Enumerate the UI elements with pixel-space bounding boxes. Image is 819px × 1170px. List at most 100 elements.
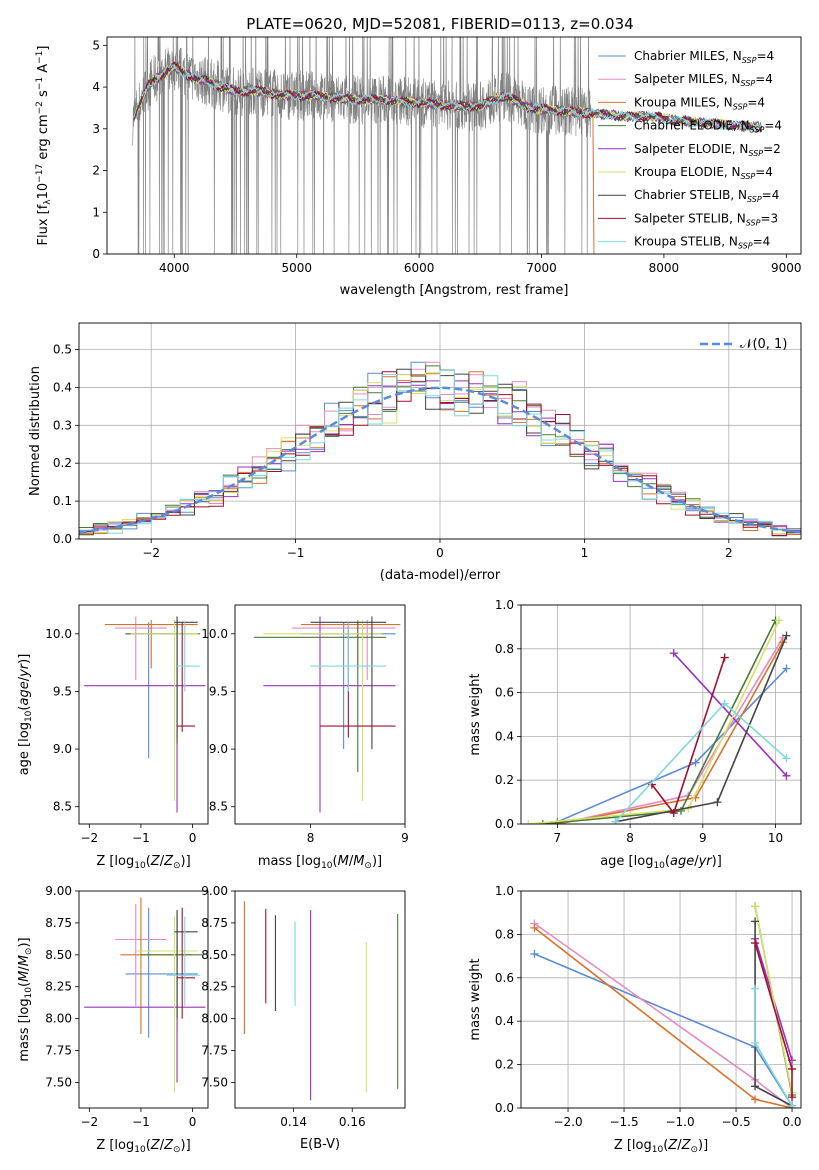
y-tick-label: 8.25 <box>45 980 72 994</box>
plot-area <box>84 616 206 813</box>
series-kroupa-elodie <box>754 906 793 1093</box>
axes-frame <box>106 36 802 255</box>
x-tick-label: 0 <box>436 546 444 560</box>
x-tick-label: 9 <box>401 831 409 845</box>
legend-entry: Salpeter MILES, NSSP=4 <box>634 72 773 88</box>
point-marker <box>538 820 547 824</box>
y-tick-label: 1.0 <box>495 598 514 612</box>
x-tick-label: −2 <box>80 831 98 845</box>
label-part: 10 <box>134 1145 146 1155</box>
point-marker <box>524 820 533 824</box>
label-part: 10 <box>24 987 34 999</box>
label-part: −17 <box>35 164 45 183</box>
x-tick-label: 0.16 <box>339 1115 366 1129</box>
age-vs-z-panel: −2 −1 08.59.09.510.0Z [log10(Z/Z⊙)]age [lo… <box>17 604 209 871</box>
legend-count: =4 <box>755 165 773 179</box>
legend-entry: 𝒩(0, 1) <box>740 337 787 352</box>
legend-name: Chabrier STELIB, N <box>634 188 747 202</box>
label-part: / <box>694 854 699 869</box>
label-part: )] <box>712 854 722 869</box>
x-tick-label: 9000 <box>771 261 802 275</box>
legend-sub: SSP <box>742 56 757 65</box>
y-tick-label: 9.0 <box>53 742 72 756</box>
x-axis-label: wavelength [Angstrom, rest frame] <box>340 283 569 298</box>
legend-name: Salpeter ELODIE, N <box>634 142 748 156</box>
y-tick-label: 7.75 <box>45 1044 72 1058</box>
x-tick-label: 0.14 <box>280 1115 307 1129</box>
mass-vs-z-panel: −2 −1 07.507.758.008.258.508.759.00Z [log1… <box>17 884 209 1155</box>
legend-count: =4 <box>762 188 780 202</box>
y-tick-label: 9.00 <box>201 884 228 898</box>
x-tick-label: −1.5 <box>609 1115 638 1129</box>
hist-chabrier-elodie <box>79 365 801 533</box>
label-part: mass [log <box>17 998 32 1061</box>
label-part: ( <box>146 1138 151 1153</box>
label-part: 10 <box>24 710 34 722</box>
label-part: ⊙ <box>173 1145 181 1155</box>
y-tick-label: 0.4 <box>53 380 72 394</box>
x-axis-label: Z [log10(Z/Z⊙)] <box>96 1138 190 1155</box>
y-tick-label: 0.4 <box>495 729 514 743</box>
series-kroupa-elodie <box>528 619 780 824</box>
label-part: erg cm <box>36 114 51 163</box>
legend-sub: SSP <box>741 172 756 181</box>
point-marker <box>669 649 678 658</box>
x-tick-label: −1.0 <box>665 1115 694 1129</box>
x-tick-label: 10 <box>768 831 783 845</box>
series-chabrier-miles <box>534 953 793 1107</box>
x-tick-label: 6000 <box>404 261 435 275</box>
y-tick-label: 9.0 <box>209 742 228 756</box>
plot-area <box>253 616 401 813</box>
series-salpeter-stelib <box>651 657 726 815</box>
point-marker <box>751 939 760 948</box>
y-tick-label: 9.5 <box>53 684 72 698</box>
axes-frame <box>78 890 209 1109</box>
y-tick-label: 1.0 <box>495 884 514 898</box>
label-part: age <box>17 681 32 705</box>
series-chabrier-stelib <box>754 921 793 1107</box>
x-axis-label: Z [log10(Z/Z⊙)] <box>614 1138 708 1155</box>
legend-count: =4 <box>753 235 771 249</box>
label-part: Flux [f <box>36 204 51 245</box>
x-tick-label: −1 <box>287 546 305 560</box>
legend-entry: Kroupa ELODIE, NSSP=4 <box>634 165 773 181</box>
plot-area <box>524 616 791 824</box>
label-part: 10 <box>321 861 333 871</box>
axes-frame <box>78 604 209 825</box>
y-tick-label: 7.50 <box>45 1075 72 1089</box>
x-tick-label: 8 <box>626 831 634 845</box>
mass-weight-vs-z-panel: −2.0 −1.5 −1.0 −0.5 0.0 0.0 0.2 0.4 0.6 0.8 1.0 Z [… <box>468 884 802 1155</box>
x-tick-label: −2 <box>142 546 160 560</box>
y-tick-label: 9.5 <box>209 684 228 698</box>
y-tick-label: 0.4 <box>495 1014 514 1028</box>
x-axis-label: E(B-V) <box>300 1137 340 1152</box>
x-tick-label: 4000 <box>159 261 190 275</box>
point-marker <box>691 758 700 767</box>
label-part: λ <box>43 199 53 205</box>
x-axis-label: Z [log10(Z/Z⊙)] <box>96 854 190 871</box>
legend-sub: SSP <box>738 242 753 251</box>
legend-entry: Kroupa STELIB, NSSP=4 <box>634 235 770 251</box>
legend-count: =4 <box>747 95 765 109</box>
point-marker <box>782 754 791 763</box>
y-tick-label: 4 <box>92 80 100 94</box>
label-part: Z <box>163 1138 174 1153</box>
label-part: age <box>670 854 694 869</box>
y-tick-label: 0.2 <box>495 773 514 787</box>
legend-sub: SSP <box>747 195 762 204</box>
y-tick-label: 8.25 <box>201 980 228 994</box>
x-axis-label: mass [log10(M/M⊙)] <box>258 854 382 871</box>
legend-count: =4 <box>755 72 773 86</box>
figure-title: PLATE=0620, MJD=52081, FIBERID=0113, z=0… <box>246 15 633 33</box>
legend-entry: Kroupa MILES, NSSP=4 <box>634 95 765 111</box>
label-part: age [log <box>17 722 32 775</box>
y-axis-label: Flux [fλ10−17 erg cm−2 s−1 A−1] <box>35 46 53 246</box>
x-tick-label: 8 <box>307 831 315 845</box>
y-tick-label: 9.00 <box>45 884 72 898</box>
y-tick-label: 1 <box>92 205 100 219</box>
label-part: M <box>353 854 364 869</box>
label-part: / <box>17 966 32 971</box>
label-part: Z <box>163 854 174 869</box>
legend-name: Salpeter STELIB, N <box>634 211 746 225</box>
label-part: −1 <box>35 77 45 90</box>
